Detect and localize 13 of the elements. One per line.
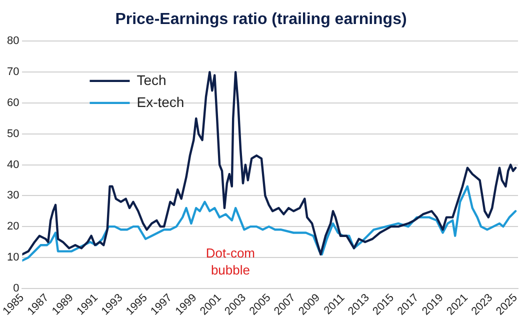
y-tick-label: 80 bbox=[6, 35, 20, 48]
y-tick-label: 60 bbox=[6, 97, 20, 110]
legend-label: Ex-tech bbox=[136, 94, 184, 110]
y-tick-label: 50 bbox=[6, 128, 20, 140]
y-tick-label: 30 bbox=[6, 190, 20, 202]
y-tick-label: 40 bbox=[6, 158, 20, 171]
y-tick-label: 10 bbox=[6, 252, 20, 264]
y-tick-label: 0 bbox=[13, 282, 20, 294]
y-tick-label: 70 bbox=[6, 66, 20, 78]
chart-title: Price-Earnings ratio (trailing earnings) bbox=[115, 11, 407, 28]
y-tick-label: 20 bbox=[6, 220, 20, 233]
annotation: Dot-com bubble bbox=[206, 245, 256, 278]
legend-label: Tech bbox=[136, 72, 166, 88]
